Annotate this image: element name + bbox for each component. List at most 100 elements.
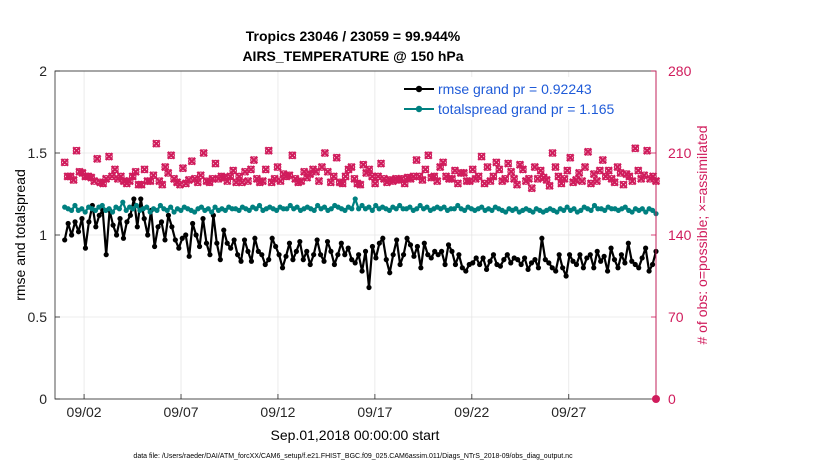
obs-assimilated-marker [530, 162, 539, 172]
obs-assimilated-marker [586, 179, 596, 188]
totalspread-point [503, 209, 509, 215]
obs-assimilated-marker [134, 180, 143, 189]
rmse-point [615, 265, 621, 271]
rmse-point [390, 252, 396, 258]
rmse-point [345, 245, 351, 251]
rmse-point [335, 252, 341, 258]
totalspread-point [99, 202, 105, 209]
totalspread-point [639, 206, 645, 212]
rmse-point [186, 253, 192, 259]
rmse-point [449, 248, 455, 254]
rmse-point [580, 265, 586, 271]
obs-assimilated-marker [175, 180, 185, 189]
legend-marker-totalspread [415, 105, 423, 113]
obs-assimilated-marker [518, 165, 528, 174]
obs-assimilated-marker [240, 167, 250, 176]
obs-possible-marker [261, 165, 270, 174]
totalspread-point [342, 207, 348, 213]
totalspread-point [147, 209, 153, 215]
totalspread-point [578, 207, 584, 213]
y-tick-label-right: 0 [668, 391, 676, 407]
obs-possible-marker [179, 164, 187, 173]
obs-assimilated-marker [305, 169, 315, 179]
rmse-point [591, 265, 597, 271]
obs-assimilated-marker [495, 165, 504, 174]
obs-assimilated-marker [104, 152, 114, 161]
totalspread-point [253, 206, 259, 212]
obs-assimilated-marker [462, 176, 471, 186]
obs-assimilated-marker [571, 175, 581, 185]
rmse-point [425, 252, 431, 258]
totalspread-point [571, 206, 577, 212]
rmse-point [234, 252, 241, 258]
y-tick-label-right: 280 [668, 63, 692, 79]
rmse-point [563, 273, 569, 279]
rmse-point [321, 258, 327, 264]
obs-assimilated-marker [483, 162, 492, 172]
obs-assimilated-marker [474, 172, 483, 181]
rmse-point [470, 260, 476, 266]
rmse-point [293, 248, 299, 254]
obs-assimilated-marker [577, 176, 587, 186]
rmse-point [400, 252, 407, 258]
rmse-point [421, 240, 427, 246]
rmse-point [380, 235, 386, 241]
obs-assimilated-marker [533, 174, 542, 183]
rmse-point [521, 255, 528, 261]
obs-assimilated-marker [93, 154, 102, 164]
obs-assimilated-marker [536, 166, 545, 175]
totalspread-point [591, 202, 598, 209]
totalspread-point [321, 204, 328, 210]
obs-assimilated-marker [456, 168, 466, 178]
rmse-point [636, 265, 642, 271]
totalspread-point [144, 204, 150, 210]
rmse-point [93, 224, 99, 230]
totalspread-point [157, 202, 163, 209]
rmse-point [501, 257, 507, 263]
obs-assimilated-marker [421, 165, 430, 174]
totalspread-point [359, 202, 365, 209]
totalspread-point [130, 206, 136, 212]
totalspread-point [397, 202, 403, 209]
obs-assimilated-marker [347, 162, 356, 172]
rmse-point [639, 255, 645, 261]
rmse-point [473, 255, 479, 261]
obs-assimilated-marker [60, 158, 69, 167]
totalspread-point [287, 202, 293, 209]
rmse-point [535, 265, 542, 271]
rmse-point [556, 252, 562, 258]
obs-assimilated-marker [146, 176, 155, 186]
totalspread-point [106, 206, 112, 212]
rmse-point [117, 216, 123, 222]
rmse-point [120, 235, 127, 241]
rmse-point [276, 252, 282, 258]
x-ticks: 09/02 09/07 09/12 09/17 09/22 09/27 [67, 394, 586, 420]
rmse-point [649, 261, 656, 268]
rmse-point [179, 235, 185, 241]
rmse-point [231, 237, 237, 243]
rmse-point [338, 240, 344, 246]
rmse-point [439, 248, 445, 254]
obs-assimilated-marker [480, 179, 489, 188]
rmse-point [532, 257, 538, 263]
obs-assimilated-marker [237, 178, 247, 187]
rmse-point [490, 252, 497, 258]
obs-possible-marker [581, 163, 589, 171]
rmse-point [598, 258, 604, 264]
obs-assimilated-marker [459, 168, 469, 178]
obs-possible-marker [619, 180, 628, 189]
y-tick-label-left: 0 [39, 391, 47, 407]
obs-assimilated-marker [81, 172, 90, 181]
obs-assimilated-marker [430, 172, 439, 181]
rmse-point [110, 222, 116, 228]
rmse-point [487, 258, 493, 264]
obs-possible-marker [167, 151, 175, 160]
totalspread-point [212, 204, 218, 210]
obs-possible-marker [60, 158, 69, 167]
obs-assimilated-marker [246, 165, 256, 174]
rmse-point [127, 212, 133, 218]
obs-assimilated-marker [610, 178, 619, 187]
obs-possible-marker [528, 184, 536, 192]
obs-assimilated-marker [314, 176, 324, 186]
rmse-point [601, 253, 607, 259]
